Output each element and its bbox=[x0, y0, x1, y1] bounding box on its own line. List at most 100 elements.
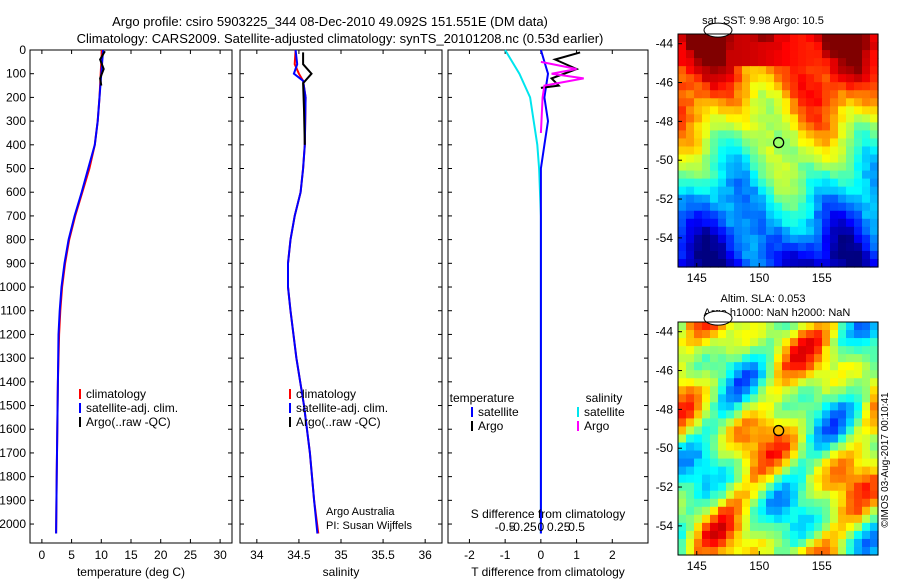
map-cell bbox=[702, 58, 711, 67]
map-cell bbox=[678, 106, 687, 115]
map-cell bbox=[750, 82, 759, 91]
legend-label: climatology bbox=[86, 387, 146, 401]
map-cell bbox=[734, 410, 743, 420]
map-cell bbox=[702, 90, 711, 99]
map-cell bbox=[846, 170, 855, 180]
map-cell bbox=[678, 418, 687, 428]
map-cell bbox=[702, 498, 711, 508]
map-cell bbox=[750, 50, 759, 59]
map-y-tick-label: -52 bbox=[656, 192, 674, 206]
map-cell bbox=[702, 466, 711, 476]
map-cell bbox=[846, 66, 855, 75]
map-cell bbox=[830, 98, 839, 107]
map-cell bbox=[854, 58, 863, 67]
y-tick-label: 800 bbox=[6, 233, 26, 247]
map-cell bbox=[806, 522, 815, 532]
map-cell bbox=[742, 242, 751, 252]
map-cell bbox=[750, 226, 759, 236]
map-cell bbox=[846, 370, 855, 379]
map-cell bbox=[862, 218, 871, 228]
map-cell bbox=[846, 122, 855, 132]
map-cell bbox=[870, 546, 879, 556]
map-cell bbox=[726, 234, 735, 244]
map-cell bbox=[678, 186, 687, 196]
map-cell bbox=[774, 66, 783, 75]
map-cell bbox=[774, 258, 783, 268]
map-cell bbox=[694, 498, 703, 508]
map-cell bbox=[862, 130, 871, 140]
map-cell bbox=[822, 466, 831, 476]
map-cell bbox=[686, 330, 695, 339]
map-cell bbox=[702, 442, 711, 452]
map-cell bbox=[814, 330, 823, 339]
map-cell bbox=[750, 130, 759, 140]
map-cell bbox=[870, 394, 879, 403]
map-cell bbox=[862, 434, 871, 444]
map-cell bbox=[830, 522, 839, 532]
map-cell bbox=[830, 338, 839, 347]
map-cell bbox=[854, 498, 863, 508]
map-cell bbox=[830, 106, 839, 115]
map-cell bbox=[758, 90, 767, 99]
map-cell bbox=[766, 82, 775, 91]
map-cell bbox=[806, 378, 815, 387]
x-tick-label: 5 bbox=[68, 548, 75, 562]
map-cell bbox=[814, 194, 823, 204]
map-cell bbox=[838, 394, 847, 403]
map-cell bbox=[686, 138, 695, 148]
map-cell bbox=[694, 138, 703, 148]
title-line-2: Climatology: CARS2009. Satellite-adjuste… bbox=[77, 31, 604, 46]
map-cell bbox=[734, 130, 743, 140]
map-cell bbox=[750, 346, 759, 355]
map-cell bbox=[742, 106, 751, 115]
map-cell bbox=[830, 530, 839, 540]
map-cell bbox=[830, 66, 839, 75]
map-cell bbox=[790, 66, 799, 75]
map-cell bbox=[750, 530, 759, 540]
map-cell bbox=[854, 170, 863, 180]
map-cell bbox=[782, 482, 791, 492]
map-cell bbox=[742, 354, 751, 363]
x-axis-label: salinity bbox=[323, 565, 360, 579]
map-cell bbox=[790, 322, 799, 331]
x-tick-label: 0 bbox=[39, 548, 46, 562]
map-cell bbox=[782, 530, 791, 540]
sla-color-field bbox=[678, 322, 879, 556]
map-cell bbox=[726, 242, 735, 252]
map-cell bbox=[742, 322, 751, 331]
map-cell bbox=[846, 506, 855, 516]
map-cell bbox=[846, 250, 855, 260]
map-cell bbox=[742, 114, 751, 123]
map-cell bbox=[838, 194, 847, 204]
map-cell bbox=[734, 378, 743, 387]
map-cell bbox=[718, 490, 727, 500]
map-cell bbox=[822, 514, 831, 524]
map-cell bbox=[830, 370, 839, 379]
map-cell bbox=[782, 450, 791, 460]
map-cell bbox=[798, 154, 807, 164]
map-cell bbox=[790, 530, 799, 540]
map-cell bbox=[710, 98, 719, 107]
map-cell bbox=[686, 354, 695, 363]
map-cell bbox=[814, 202, 823, 212]
map-cell bbox=[678, 410, 687, 420]
map-cell bbox=[758, 74, 767, 83]
y-tick-label: 1900 bbox=[0, 493, 26, 507]
map-cell bbox=[710, 130, 719, 140]
map-cell bbox=[782, 330, 791, 339]
map-cell bbox=[734, 506, 743, 516]
map-cell bbox=[726, 362, 735, 371]
map-cell bbox=[766, 250, 775, 260]
map-cell bbox=[790, 106, 799, 115]
map-cell bbox=[742, 378, 751, 387]
map-cell bbox=[678, 170, 687, 180]
x-tick-label: 10 bbox=[95, 548, 109, 562]
map-cell bbox=[678, 218, 687, 228]
map-cell bbox=[862, 458, 871, 468]
map-cell bbox=[830, 546, 839, 556]
map-cell bbox=[686, 146, 695, 156]
plot-frame bbox=[239, 49, 443, 544]
map-frame bbox=[677, 33, 879, 268]
map-cell bbox=[870, 506, 879, 516]
map-cell bbox=[806, 170, 815, 180]
